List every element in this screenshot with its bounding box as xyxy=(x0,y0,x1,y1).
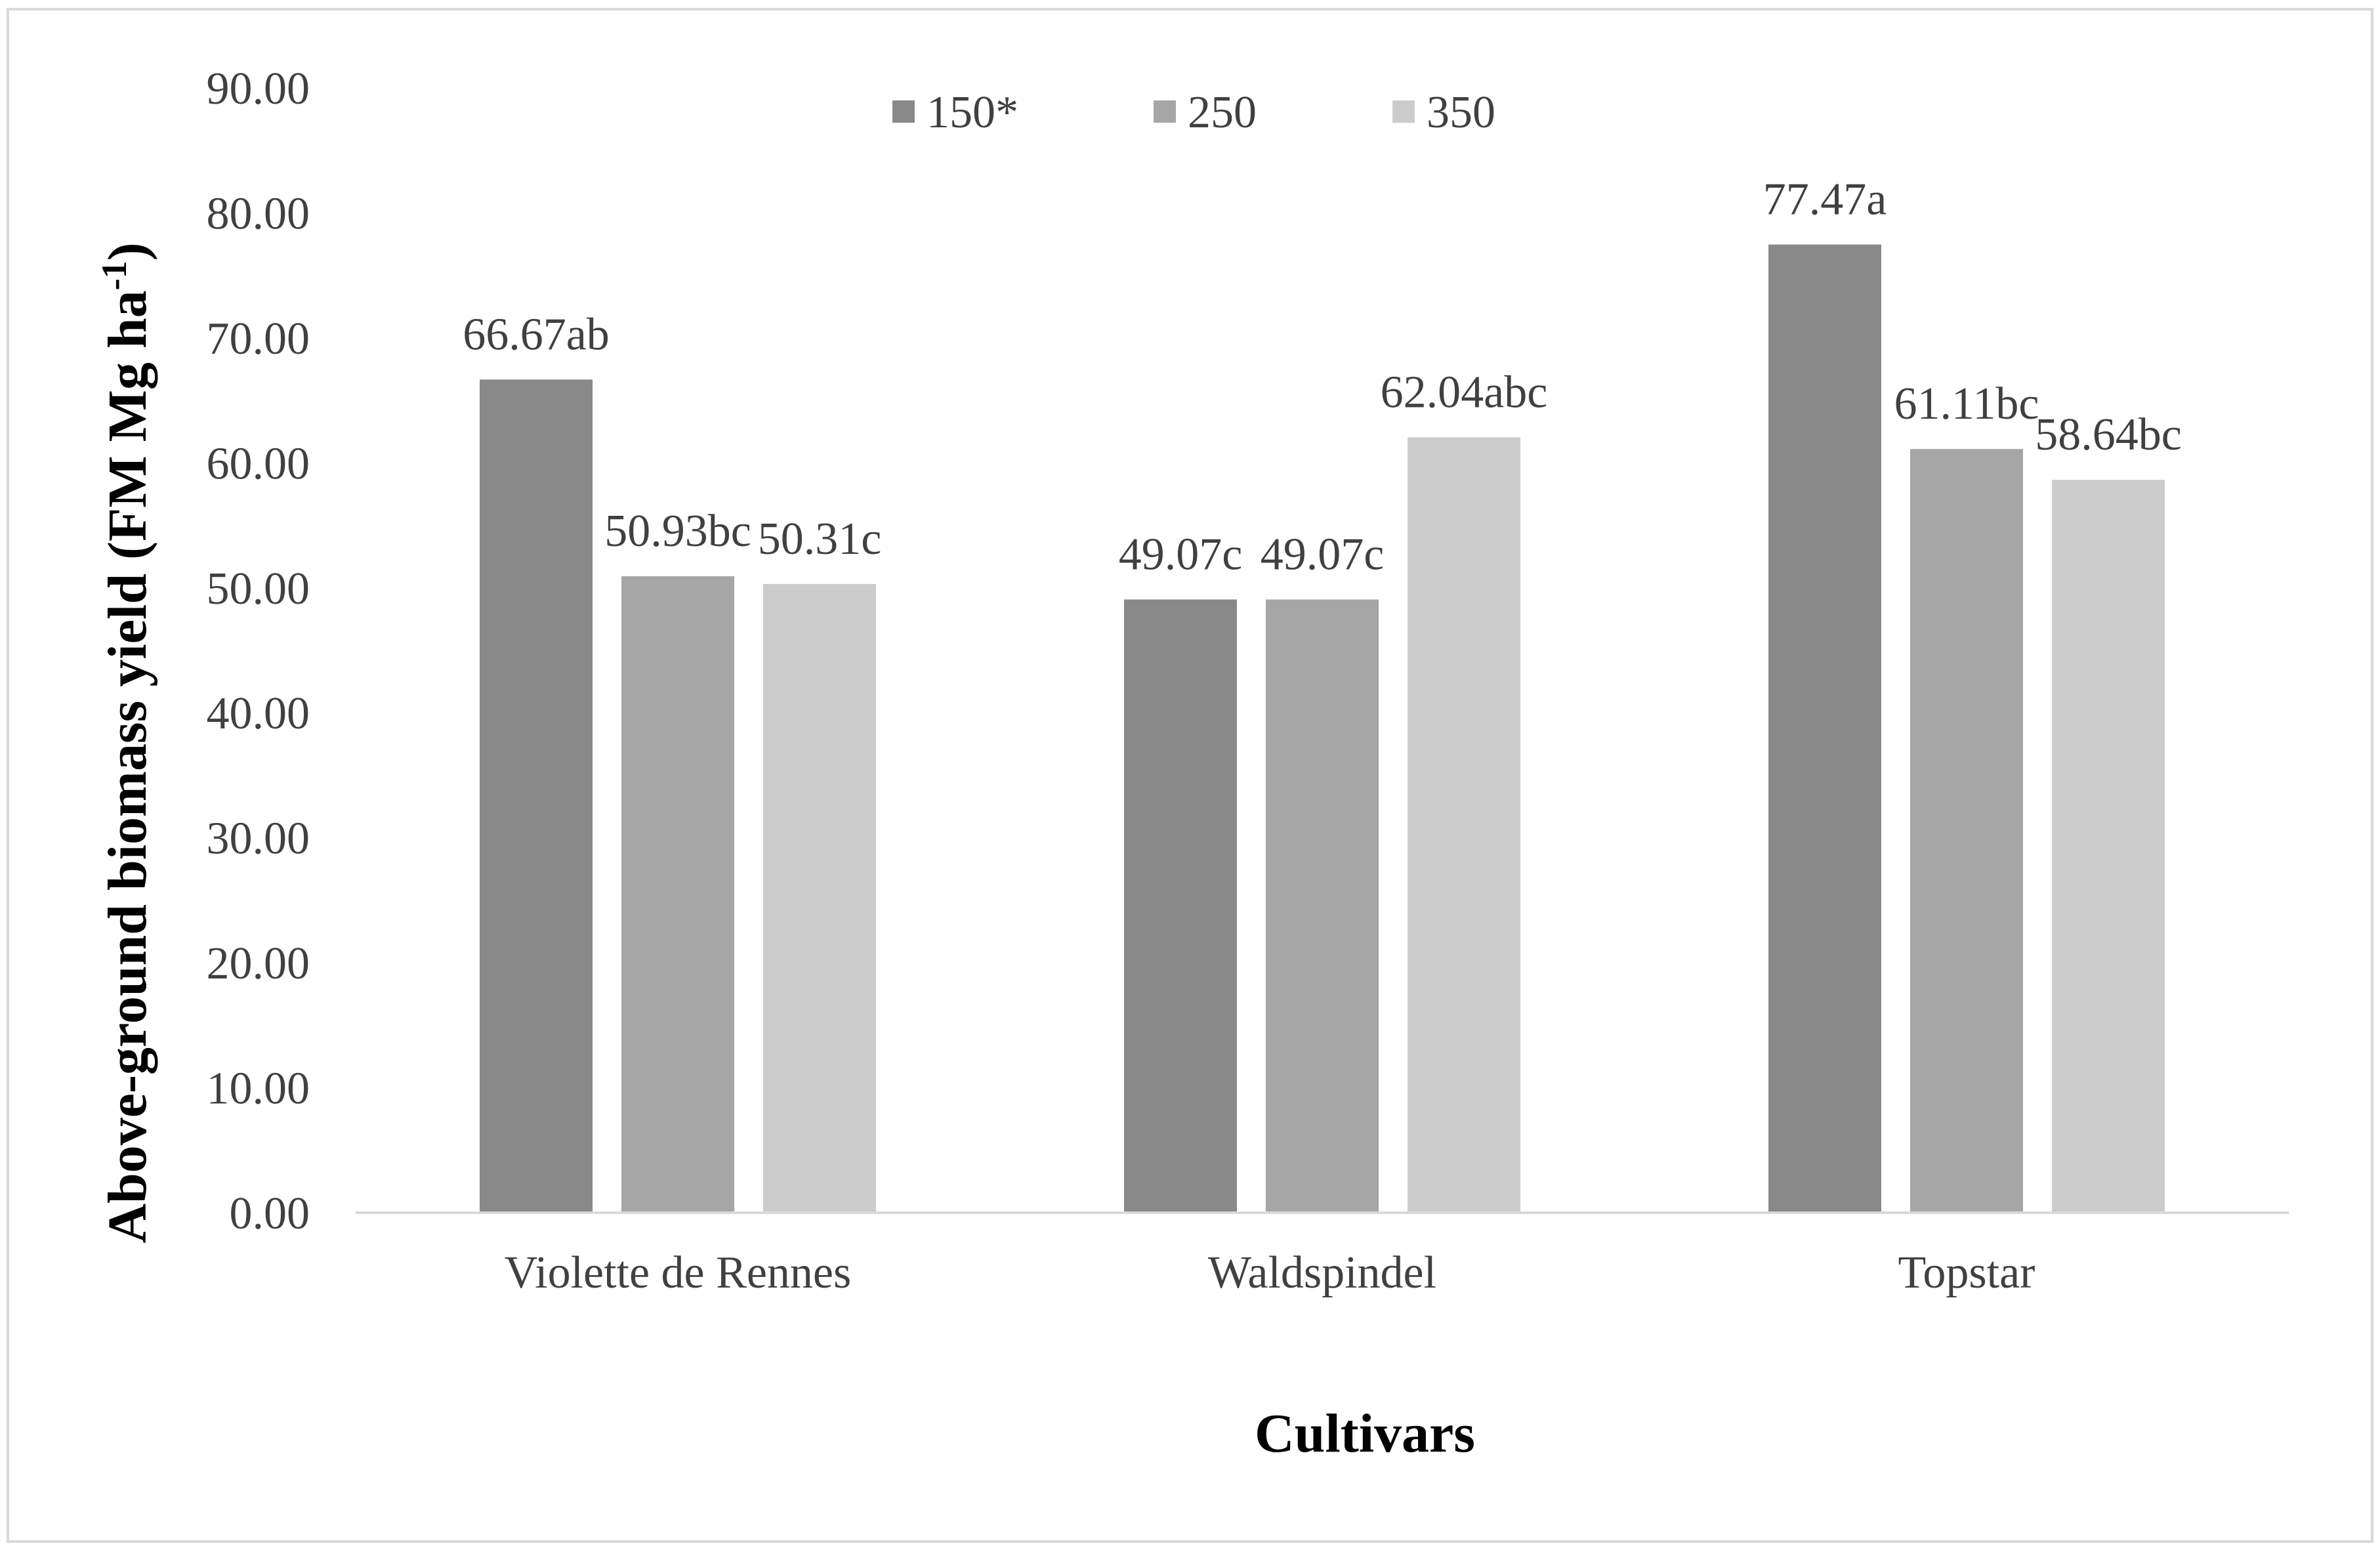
legend-label: 150* xyxy=(927,87,1018,138)
y-tick-label: 50.00 xyxy=(207,564,310,614)
data-label: 50.93bc xyxy=(604,506,751,556)
x-category-label: Violette de Rennes xyxy=(505,1248,851,1298)
y-axis-title-close: ) xyxy=(97,242,158,261)
bar-350-1 xyxy=(1408,437,1520,1213)
y-axis-title-main: Above-ground biomass yield (FM Mg ha xyxy=(97,290,158,1243)
y-axis-ticks: 0.00 10.00 20.00 30.00 40.00 50.00 60.00 70.00 8… xyxy=(207,64,310,1239)
legend-label: 250 xyxy=(1188,87,1257,138)
y-axis-title-superscript: -1 xyxy=(94,261,134,290)
bar-150-0 xyxy=(480,379,593,1213)
data-label: 61.11bc xyxy=(1894,379,2039,429)
y-tick-label: 70.00 xyxy=(207,314,310,364)
bar-150-1 xyxy=(1124,599,1237,1213)
data-label: 49.07c xyxy=(1119,529,1243,579)
bar-250-0 xyxy=(621,576,734,1213)
y-tick-label: 10.00 xyxy=(207,1064,310,1114)
data-label: 66.67ab xyxy=(463,309,610,360)
x-axis-title: Cultivars xyxy=(1255,1403,1475,1464)
data-label: 50.31c xyxy=(758,514,882,564)
data-label: 77.47a xyxy=(1763,175,1887,225)
x-axis-category-labels: Violette de Rennes Waldspindel Topstar xyxy=(505,1248,2036,1298)
y-tick-label: 40.00 xyxy=(207,688,310,739)
bar-250-2 xyxy=(1910,449,2023,1213)
legend-label: 350 xyxy=(1427,87,1495,138)
y-tick-label: 80.00 xyxy=(207,188,310,239)
legend: 150* 250 350 xyxy=(892,87,1495,138)
x-category-label: Topstar xyxy=(1898,1248,2036,1298)
bar-series xyxy=(480,244,2165,1213)
legend-swatch xyxy=(1392,100,1415,123)
data-label: 49.07c xyxy=(1261,529,1385,579)
data-label: 58.64bc xyxy=(2035,410,2182,460)
legend-swatch xyxy=(1154,100,1176,123)
legend-swatch xyxy=(892,100,915,123)
bar-250-1 xyxy=(1266,599,1379,1213)
data-label: 62.04abc xyxy=(1381,367,1548,417)
y-tick-label: 30.00 xyxy=(207,814,310,864)
y-tick-label: 20.00 xyxy=(207,938,310,989)
bar-150-2 xyxy=(1768,244,1881,1213)
bar-350-2 xyxy=(2052,480,2165,1213)
y-tick-label: 90.00 xyxy=(207,64,310,114)
y-tick-label: 60.00 xyxy=(207,438,310,489)
bar-350-0 xyxy=(763,583,876,1213)
x-category-label: Waldspindel xyxy=(1208,1248,1436,1298)
y-tick-label: 0.00 xyxy=(230,1188,310,1239)
y-axis-title: Above-ground biomass yield (FM Mg ha-1) xyxy=(94,242,158,1243)
